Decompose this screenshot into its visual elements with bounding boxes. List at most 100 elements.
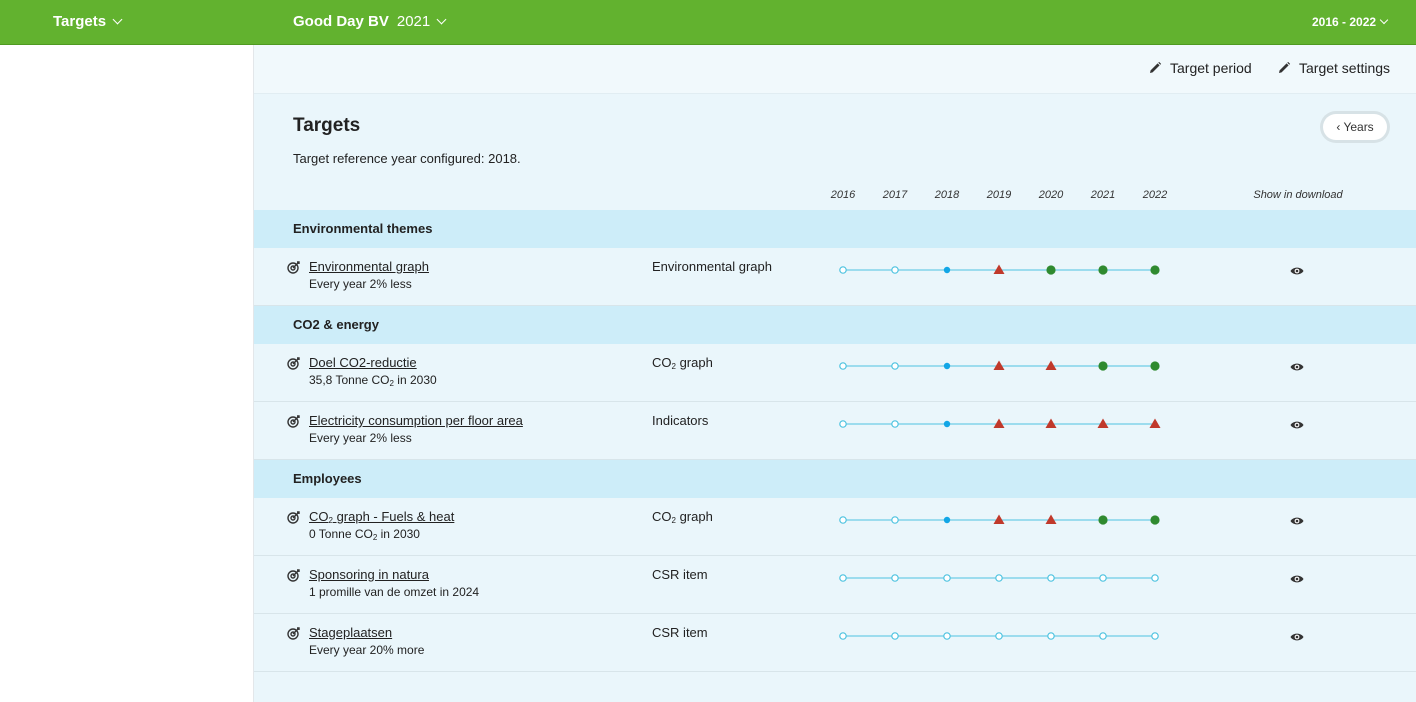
pencil-icon (1279, 62, 1291, 74)
eye-icon[interactable] (1290, 516, 1304, 526)
status-off-track-marker (993, 418, 1005, 428)
section-title: CO2 & energy (293, 317, 379, 332)
target-description: Every year 2% less (309, 431, 412, 445)
status-open-marker (891, 516, 899, 524)
status-open-marker (891, 266, 899, 274)
target-source: CO2 graph (652, 509, 713, 525)
period-dropdown[interactable]: 2016 - 2022 (1312, 0, 1389, 44)
table-row: Stageplaatsen Every year 20% more CSR it… (254, 614, 1416, 672)
target-description: Every year 20% more (309, 643, 425, 657)
year-column-header: 2020 (1038, 189, 1064, 201)
eye-icon[interactable] (1290, 574, 1304, 584)
eye-icon[interactable] (1290, 362, 1304, 372)
target-name-link[interactable]: Sponsoring in natura (309, 567, 429, 582)
company-name: Good Day BV (293, 13, 389, 30)
company-year-dropdown[interactable]: Good Day BV 2021 (293, 0, 447, 44)
status-off-track-marker (1149, 418, 1161, 428)
target-source: CSR item (652, 567, 708, 582)
target-description: 0 Tonne CO2 in 2030 (309, 527, 420, 542)
year-column-header: 2017 (882, 189, 908, 201)
main-content: Target period Target settings Targets Ta… (254, 45, 1416, 702)
eye-icon[interactable] (1290, 632, 1304, 642)
target-name-link[interactable]: CO2 graph - Fuels & heat (309, 509, 455, 525)
year-status-timeline (839, 632, 1159, 640)
section-menu-dropdown[interactable]: Targets (53, 0, 123, 44)
table-row: Doel CO2-reductie 35,8 Tonne CO2 in 2030… (254, 344, 1416, 402)
status-open-marker (1151, 574, 1159, 582)
status-open-marker (839, 420, 847, 428)
target-source: CSR item (652, 625, 708, 640)
table-row: Environmental graph Every year 2% less E… (254, 248, 1416, 306)
year-column-header: 2021 (1090, 189, 1116, 201)
target-icon (287, 415, 300, 428)
status-open-marker (1151, 632, 1159, 640)
status-open-marker (1047, 632, 1055, 640)
section-header: Employees (254, 460, 1416, 498)
chevron-left-icon: ‹ (1336, 120, 1344, 134)
status-achieved-marker (1098, 515, 1108, 525)
year-column-header: 2016 (830, 189, 856, 201)
target-source: Indicators (652, 413, 709, 428)
year-status-timeline (839, 360, 1160, 371)
status-open-marker (891, 574, 899, 582)
status-off-track-marker (993, 514, 1005, 524)
status-reference-marker (943, 362, 951, 370)
table-row: CO2 graph - Fuels & heat 0 Tonne CO2 in … (254, 498, 1416, 556)
page-title: Targets (293, 115, 361, 136)
pencil-icon (1150, 62, 1162, 74)
status-open-marker (839, 516, 847, 524)
section-header: CO2 & energy (254, 306, 1416, 344)
year-status-timeline (839, 574, 1159, 582)
eye-icon[interactable] (1290, 420, 1304, 430)
year-column-header: 2019 (986, 189, 1012, 201)
target-settings-label: Target settings (1299, 60, 1391, 76)
status-off-track-marker (1045, 514, 1057, 524)
period-label: 2016 - 2022 (1312, 15, 1377, 29)
reference-year-note: Target reference year configured: 2018. (293, 151, 521, 166)
status-open-marker (839, 574, 847, 582)
status-open-marker (1099, 632, 1107, 640)
status-off-track-marker (1045, 418, 1057, 428)
years-toggle-button[interactable]: ‹ Years (1323, 114, 1387, 140)
target-source: CO2 graph (652, 355, 713, 371)
toolbar: Target period Target settings (254, 45, 1416, 94)
status-open-marker (839, 266, 847, 274)
target-icon (287, 627, 300, 640)
status-achieved-marker (1150, 515, 1160, 525)
section-title: Employees (293, 471, 362, 486)
status-reference-marker (943, 420, 951, 428)
target-icon (287, 357, 300, 370)
year-status-timeline (839, 514, 1160, 525)
top-navigation-bar: Targets Good Day BV 2021 2016 - 2022 (0, 0, 1416, 45)
year-status-timeline (839, 418, 1161, 428)
status-open-marker (891, 420, 899, 428)
status-open-marker (839, 362, 847, 370)
target-description: Every year 2% less (309, 277, 412, 291)
target-name-link[interactable]: Electricity consumption per floor area (309, 413, 523, 428)
status-achieved-marker (1098, 361, 1108, 371)
eye-icon[interactable] (1290, 266, 1304, 276)
status-open-marker (995, 574, 1003, 582)
target-name-link[interactable]: Environmental graph (309, 259, 429, 274)
target-name-link[interactable]: Doel CO2-reductie (309, 355, 417, 370)
status-off-track-marker (993, 264, 1005, 274)
chevron-down-icon (436, 14, 447, 25)
section-title: Environmental themes (293, 221, 433, 236)
status-open-marker (943, 574, 951, 582)
target-period-label: Target period (1170, 60, 1252, 76)
target-name-link[interactable]: Stageplaatsen (309, 625, 393, 640)
status-open-marker (839, 632, 847, 640)
target-description: 1 promille van de omzet in 2024 (309, 585, 480, 599)
table-row: Electricity consumption per floor area E… (254, 402, 1416, 460)
target-source: Environmental graph (652, 259, 772, 274)
status-reference-marker (943, 516, 951, 524)
section-header: Environmental themes (254, 210, 1416, 248)
status-off-track-marker (993, 360, 1005, 370)
target-icon (287, 569, 300, 582)
target-settings-button[interactable]: Target settings (1277, 45, 1390, 91)
target-period-button[interactable]: Target period (1148, 45, 1252, 91)
sidebar (0, 45, 254, 702)
status-achieved-marker (1150, 265, 1160, 275)
target-icon (287, 261, 300, 274)
target-icon (287, 511, 300, 524)
